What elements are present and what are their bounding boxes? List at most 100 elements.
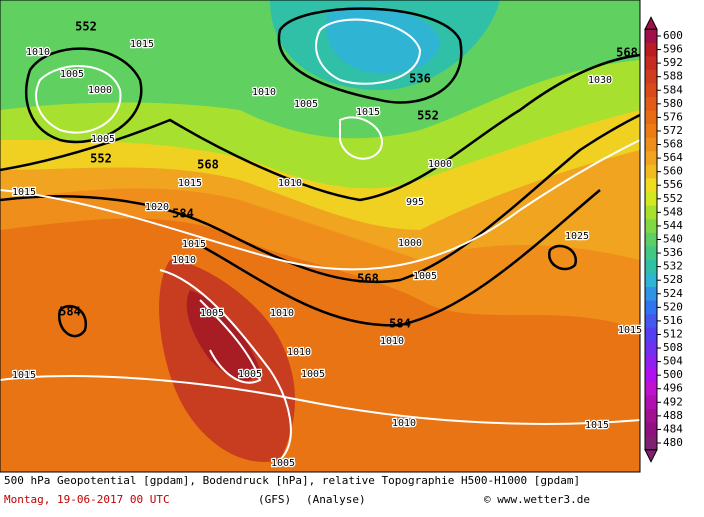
- pressure-label: 1005: [60, 69, 84, 80]
- colorbar-label: 516: [663, 314, 683, 327]
- colorbar-label: 540: [663, 233, 683, 246]
- footer-model: (GFS): [258, 493, 291, 506]
- colorbar-swatch: [645, 151, 657, 166]
- pressure-label: 1010: [26, 47, 50, 58]
- geopotential-label: 568: [357, 272, 379, 286]
- colorbar-label: 532: [663, 260, 683, 273]
- colorbar-label: 488: [663, 409, 683, 422]
- colorbar-swatch: [645, 164, 657, 179]
- pressure-label: 1015: [178, 178, 202, 189]
- colorbar-label: 512: [663, 327, 683, 340]
- pressure-label: 1005: [294, 99, 318, 110]
- colorbar-swatch: [645, 286, 657, 302]
- colorbar-label: 556: [663, 178, 683, 191]
- pressure-label: 1015: [618, 325, 642, 336]
- pressure-label: 1005: [271, 458, 295, 469]
- colorbar-swatch: [645, 395, 657, 410]
- colorbar-swatch: [645, 137, 657, 152]
- colorbar-swatch: [645, 341, 657, 356]
- pressure-label: 1005: [238, 369, 262, 380]
- colorbar-label: 576: [663, 110, 683, 123]
- colorbar-label: 500: [663, 368, 683, 381]
- pressure-label: 1015: [130, 39, 154, 50]
- colorbar-swatch: [645, 124, 657, 139]
- pressure-label: 995: [406, 197, 424, 208]
- colorbar-label: 524: [663, 287, 683, 300]
- colorbar-swatch: [645, 381, 657, 397]
- colorbar-swatch: [645, 29, 657, 44]
- colorbar-label: 572: [663, 124, 683, 137]
- colorbar-swatch: [645, 192, 657, 207]
- pressure-label: 1010: [270, 308, 294, 319]
- colorbar-label: 520: [663, 300, 683, 313]
- colorbar-label: 584: [663, 83, 683, 96]
- colorbar-swatch: [645, 409, 657, 424]
- footer-run: (Analyse): [306, 493, 366, 506]
- colorbar-label: 544: [663, 219, 683, 232]
- colorbar-label: 592: [663, 56, 683, 69]
- geopotential-label: 536: [409, 72, 431, 86]
- pressure-label: 1015: [182, 239, 206, 250]
- colorbar-swatch: [645, 178, 657, 193]
- colorbar-swatch: [645, 436, 657, 451]
- geopotential-label: 568: [616, 46, 638, 60]
- colorbar-label: 548: [663, 205, 683, 218]
- colorbar-label: 492: [663, 395, 683, 408]
- colorbar-swatch: [645, 56, 657, 71]
- colorbar-swatch: [645, 314, 657, 329]
- colorbar-label: 484: [663, 422, 683, 435]
- pressure-label: 1010: [380, 336, 404, 347]
- colorbar-cap: [644, 16, 658, 30]
- colorbar-label: 560: [663, 165, 683, 178]
- colorbar-swatch: [645, 219, 657, 234]
- colorbar-swatch: [645, 232, 657, 247]
- colorbar-label: 536: [663, 246, 683, 259]
- pressure-label: 1015: [585, 420, 609, 431]
- pressure-label: 1010: [252, 87, 276, 98]
- colorbar-label: 552: [663, 192, 683, 205]
- pressure-label: 1010: [287, 347, 311, 358]
- pressure-label: 1010: [172, 255, 196, 266]
- colorbar-label: 508: [663, 341, 683, 354]
- map-labels: 552 552 536 552 568 584 568 584 584 568 1010 1005 10…: [11, 20, 644, 471]
- geopotential-label: 584: [172, 207, 194, 221]
- geopotential-label: 568: [197, 158, 219, 172]
- footer-date: Montag, 19-06-2017 00 UTC: [4, 493, 170, 506]
- colorbar-label: 588: [663, 70, 683, 83]
- pressure-label: 1020: [145, 202, 169, 213]
- colorbar: 6005965925885845805765725685645605565525…: [644, 16, 683, 463]
- colorbar-label: 496: [663, 382, 683, 395]
- colorbar-swatch: [645, 327, 657, 342]
- colorbar-swatch: [645, 273, 657, 288]
- colorbar-swatch: [645, 300, 657, 315]
- colorbar-swatch: [645, 69, 657, 84]
- colorbar-label: 568: [663, 138, 683, 151]
- colorbar-swatch: [645, 110, 657, 125]
- pressure-label: 1015: [356, 107, 380, 118]
- pressure-label: 1005: [200, 308, 224, 319]
- pressure-label: 1000: [88, 85, 112, 96]
- colorbar-swatch: [645, 368, 657, 383]
- colorbar-label: 596: [663, 43, 683, 56]
- pressure-label: 1015: [12, 370, 36, 381]
- colorbar-label: 580: [663, 97, 683, 110]
- geopotential-label: 552: [90, 152, 112, 166]
- pressure-label: 1005: [91, 134, 115, 145]
- pressure-label: 1000: [398, 238, 422, 249]
- geopotential-label: 552: [417, 109, 439, 123]
- pressure-label: 1010: [392, 418, 416, 429]
- colorbar-swatch: [645, 83, 657, 98]
- map: [0, 0, 640, 472]
- geopotential-label: 584: [59, 305, 81, 319]
- colorbar-swatch: [645, 246, 657, 261]
- colorbar-swatch: [645, 354, 657, 369]
- pressure-label: 1010: [278, 178, 302, 189]
- colorbar-swatch: [645, 259, 657, 274]
- colorbar-swatch: [645, 97, 657, 112]
- colorbar-swatch: [645, 42, 657, 57]
- colorbar-label: 480: [663, 436, 683, 449]
- pressure-label: 1015: [12, 187, 36, 198]
- geopotential-label: 584: [389, 317, 411, 331]
- colorbar-label: 504: [663, 355, 683, 368]
